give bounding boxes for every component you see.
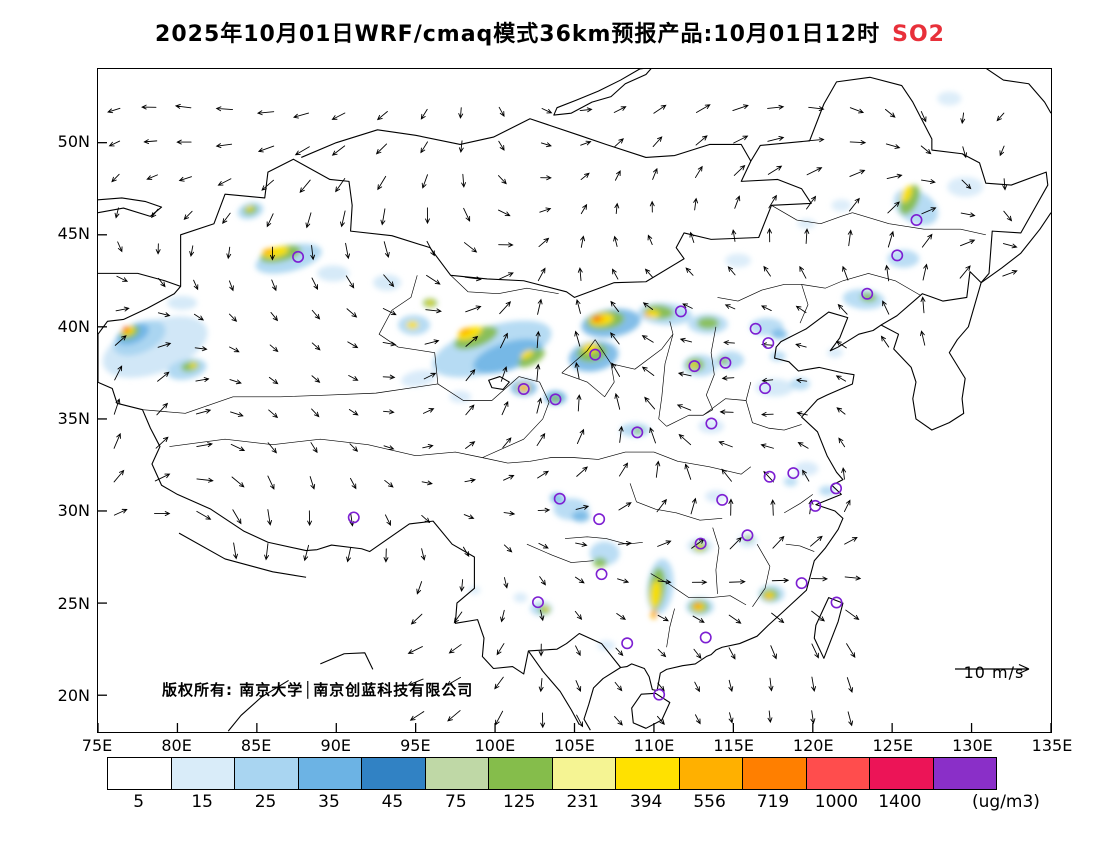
- so2-concentration-field: [102, 91, 984, 651]
- wind-vectors: [107, 103, 1018, 729]
- lat-tick-label: 40N: [57, 316, 90, 336]
- lat-tick-label: 30N: [57, 501, 90, 521]
- colorbar-cell: [425, 758, 489, 789]
- colorbar-cell: [552, 758, 616, 789]
- colorbar-level-label: 45: [381, 792, 404, 812]
- coastlines-borders: [98, 69, 1051, 732]
- lon-tick-label: 75E: [81, 736, 113, 755]
- lat-tick-label: 25N: [57, 593, 90, 613]
- colorbar-level-label: 719: [756, 792, 790, 812]
- colorbar-cell: [489, 758, 553, 789]
- colorbar-level-label: 394: [629, 792, 663, 812]
- colorbar: [107, 757, 997, 790]
- page-title: 2025年10月01日WRF/cmaq模式36km预报产品:10月01日12时 S…: [0, 16, 1100, 48]
- wind-reference-legend: 10 m/s: [951, 662, 1037, 682]
- colorbar-level-label: 231: [566, 792, 599, 812]
- colorbar-unit: (ug/m3): [972, 792, 1040, 812]
- lon-tick-label: 90E: [320, 736, 351, 755]
- lon-tick-label: 120E: [792, 736, 834, 755]
- colorbar-cell: [171, 758, 235, 789]
- lon-tick-label: 105E: [554, 736, 595, 755]
- colorbar-level-label: 25: [254, 792, 277, 812]
- lat-tick-label: 45N: [57, 224, 90, 244]
- colorbar-level-label: 556: [693, 792, 726, 812]
- colorbar-cell: [362, 758, 426, 789]
- colorbar-level-label: 35: [318, 792, 340, 812]
- colorbar-cell: [870, 758, 934, 789]
- colorbar-cell: [679, 758, 743, 789]
- colorbar-cell: [933, 758, 996, 789]
- lon-tick-label: 125E: [872, 736, 914, 755]
- colorbar-cell: [235, 758, 299, 789]
- colorbar-cell: [806, 758, 870, 789]
- lon-tick-label: 95E: [400, 736, 431, 755]
- station-markers: [292, 214, 923, 701]
- title-pollutant: SO2: [892, 22, 945, 47]
- lat-tick-label: 35N: [57, 408, 90, 428]
- colorbar-cell: [298, 758, 362, 789]
- colorbar-level-label: 125: [503, 792, 536, 812]
- colorbar-level-label: 5: [133, 792, 145, 812]
- lon-tick-label: 110E: [633, 736, 675, 755]
- lon-tick-label: 100E: [474, 736, 516, 755]
- colorbar-cell: [616, 758, 680, 789]
- lon-tick-label: 115E: [713, 736, 754, 755]
- lon-tick-label: 135E: [1031, 736, 1073, 755]
- copyright-text: 版权所有: 南京大学│南京创蓝科技有限公司: [162, 681, 474, 699]
- colorbar-level-label: 1000: [814, 792, 859, 812]
- colorbar-level-label: 15: [191, 792, 213, 812]
- map-frame: 版权所有: 南京大学│南京创蓝科技有限公司 10 m/s: [97, 68, 1052, 733]
- lat-tick-label: 50N: [57, 131, 90, 151]
- lat-tick-label: 20N: [57, 686, 90, 706]
- province-boundaries: [142, 205, 986, 648]
- colorbar-level-label: 1400: [878, 792, 922, 812]
- lon-tick-label: 80E: [161, 736, 192, 755]
- colorbar-cell: [108, 758, 172, 789]
- wind-reference-arrow-icon: [955, 663, 1030, 675]
- axis-ticks: [98, 142, 1051, 732]
- colorbar-cell: [743, 758, 807, 789]
- colorbar-level-label: 75: [445, 792, 467, 812]
- lon-tick-label: 85E: [240, 736, 272, 755]
- lon-tick-label: 130E: [952, 736, 993, 755]
- forecast-map: [98, 69, 1051, 732]
- title-text: 2025年10月01日WRF/cmaq模式36km预报产品:10月01日12时: [155, 22, 881, 47]
- wind-reference-label: 10 m/s: [963, 663, 1025, 682]
